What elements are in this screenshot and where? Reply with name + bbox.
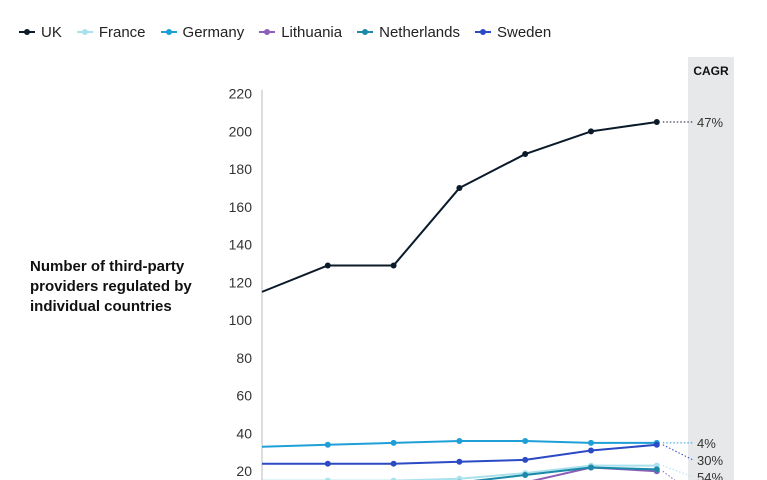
legend-swatch-uk <box>19 29 35 35</box>
y-tick-label-40: 40 <box>236 425 252 441</box>
legend-item-sweden: Sweden <box>474 24 551 41</box>
y-tick-label-220: 220 <box>229 86 253 102</box>
data-point-sweden-5 <box>522 456 529 463</box>
cagr-leader-france <box>662 465 694 478</box>
data-point-uk-7 <box>653 118 660 125</box>
y-tick-label-120: 120 <box>229 274 253 290</box>
chart-legend: UK France Germany Lithuania Netherlands Swede… <box>18 22 565 42</box>
y-tick-label-160: 160 <box>229 199 253 215</box>
data-point-uk-3 <box>390 262 397 269</box>
legend-item-netherlands: Netherlands <box>356 24 460 41</box>
legend-item-uk: UK <box>18 24 62 41</box>
series-line-uk <box>261 120 657 293</box>
legend-label-netherlands: Netherlands <box>379 23 460 41</box>
y-tick-label-80: 80 <box>236 350 252 366</box>
y-tick-label-200: 200 <box>229 123 253 139</box>
data-point-netherlands-7 <box>653 466 660 473</box>
cagr-leader-lithuania <box>662 470 676 480</box>
legend-label-uk: UK <box>41 23 62 41</box>
y-axis-label: Number of third-party providers regulate… <box>30 258 192 315</box>
legend-item-lithuania: Lithuania <box>258 24 342 41</box>
cagr-value-france: 54% <box>697 470 723 480</box>
data-point-france-4 <box>456 475 463 480</box>
cagr-header: CAGR <box>693 64 729 78</box>
data-point-netherlands-6 <box>588 464 594 471</box>
y-tick-label-100: 100 <box>229 312 253 328</box>
data-point-uk-4 <box>456 185 463 192</box>
legend-label-sweden: Sweden <box>497 23 552 41</box>
cagr-leader-sweden <box>662 444 694 461</box>
data-point-uk-2 <box>324 262 331 269</box>
legend-item-france: France <box>76 24 146 41</box>
legend-item-germany: Germany <box>160 23 245 41</box>
y-tick-label-180: 180 <box>229 161 253 177</box>
data-point-sweden-4 <box>456 458 463 465</box>
legend-label-germany: Germany <box>182 23 245 41</box>
data-point-uk-5 <box>522 151 529 158</box>
legend-swatch-netherlands <box>357 29 374 35</box>
data-point-france-3 <box>390 477 397 480</box>
data-point-germany-2 <box>324 441 331 448</box>
legend-swatch-germany <box>160 29 177 35</box>
data-point-uk-6 <box>588 128 594 135</box>
data-point-germany-3 <box>390 439 397 446</box>
cagr-value-uk: 47% <box>697 115 723 130</box>
data-point-germany-4 <box>456 438 463 445</box>
legend-label-france: France <box>98 23 146 41</box>
data-point-sweden-3 <box>390 460 397 467</box>
data-point-france-2 <box>324 477 331 480</box>
data-point-netherlands-5 <box>522 472 529 479</box>
cagr-column <box>688 57 734 480</box>
data-point-germany-5 <box>522 438 529 445</box>
cagr-value-sweden: 30% <box>697 453 723 468</box>
legend-label-lithuania: Lithuania <box>281 23 343 41</box>
data-point-sweden-7 <box>653 441 660 448</box>
data-point-germany-6 <box>588 439 594 446</box>
data-point-sweden-2 <box>324 460 331 467</box>
legend-swatch-france <box>76 29 93 35</box>
legend-swatch-sweden <box>475 29 491 35</box>
cagr-value-germany: 4% <box>697 436 716 451</box>
y-tick-label-60: 60 <box>236 388 252 404</box>
y-tick-label-20: 20 <box>236 463 252 479</box>
y-tick-label-140: 140 <box>229 237 253 253</box>
data-point-sweden-6 <box>588 447 594 454</box>
legend-swatch-lithuania <box>259 29 276 35</box>
